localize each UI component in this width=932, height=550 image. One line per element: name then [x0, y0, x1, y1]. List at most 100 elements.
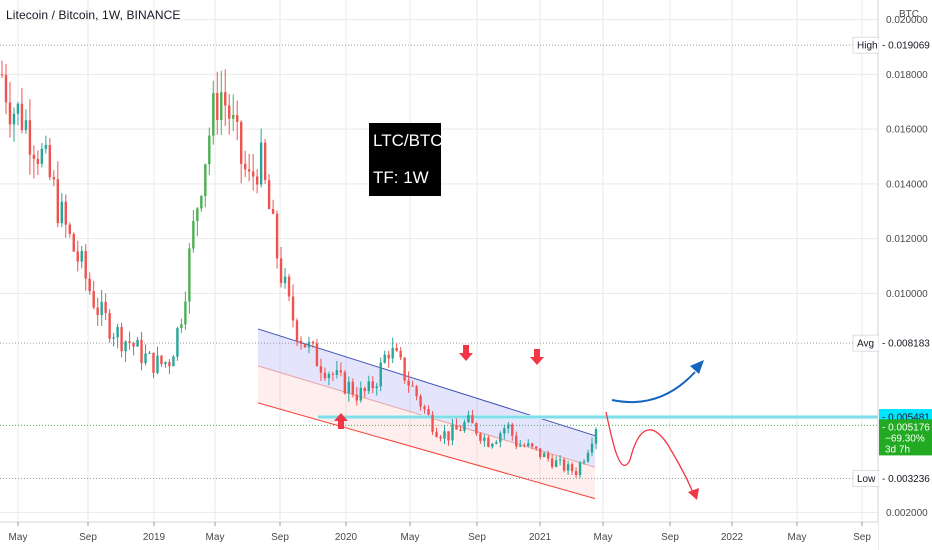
candle-body	[339, 370, 343, 373]
time-tick-label: May	[594, 532, 613, 543]
annotation-timeframe: TF: 1W	[373, 168, 429, 187]
bullish-arrowhead-icon	[690, 360, 704, 374]
price-tick-label: 0.016000	[886, 125, 928, 136]
candle-body	[112, 337, 115, 339]
candle-body	[52, 177, 56, 180]
time-tick-label: May	[9, 532, 28, 543]
candle-body	[303, 344, 307, 348]
candle-body	[196, 208, 199, 222]
candle-body	[343, 372, 347, 394]
candle-body	[523, 445, 526, 447]
symbol-title[interactable]: Litecoin / Bitcoin, 1W, BINANCE	[6, 8, 181, 22]
candle-body	[88, 278, 91, 292]
candle-body	[212, 93, 215, 136]
candle-body	[259, 142, 263, 185]
candle-body	[220, 92, 223, 120]
candle-body	[287, 276, 291, 297]
time-axis-bg	[0, 522, 878, 550]
candle-body	[542, 453, 546, 458]
candle-body	[295, 320, 299, 341]
candle-body	[582, 461, 586, 463]
time-axis: May Sep 2019 May Sep 2020 May Sep 2021 May Sep 2022…	[0, 521, 878, 550]
candle-body	[319, 366, 323, 373]
marker-label: Avg	[857, 339, 874, 350]
candle-body	[124, 341, 127, 352]
candle-body	[64, 201, 67, 225]
candle-body	[459, 429, 462, 431]
signal-arrows	[334, 345, 544, 429]
candle-body	[267, 180, 271, 209]
annotation-box[interactable]: LTC/BTC TF: 1W	[369, 123, 443, 196]
time-tick-label: Sep	[271, 532, 289, 543]
candle-body	[594, 429, 598, 444]
candle-body	[60, 201, 63, 224]
candle-body	[479, 433, 482, 441]
price-tick-label: 0.020000	[886, 15, 928, 26]
candle-body	[176, 328, 179, 357]
candle-body	[562, 459, 566, 471]
candle-body	[447, 431, 450, 441]
candle-body	[200, 196, 203, 209]
price-tick-label: 0.012000	[886, 234, 928, 245]
price-tick-label: 0.014000	[886, 179, 928, 190]
candle-body	[463, 422, 466, 431]
time-tick-label: Sep	[79, 532, 97, 543]
candle-body	[283, 276, 287, 284]
bullish-projection-curve	[611, 371, 696, 404]
channel-upper-fill	[258, 328, 595, 468]
candle-body	[168, 362, 171, 367]
candle-body	[570, 464, 574, 472]
candle-body	[323, 372, 327, 379]
candle-body	[566, 464, 570, 471]
candle-body	[363, 387, 366, 392]
candle-body	[375, 386, 378, 389]
annotation-pair: LTC/BTC	[373, 131, 443, 150]
candle-body	[367, 381, 370, 392]
candle-body	[471, 415, 474, 424]
candle-body	[371, 381, 374, 389]
candle-body	[232, 115, 235, 119]
candle-body	[531, 443, 534, 447]
candlestick-series	[0, 60, 598, 478]
candle-body	[535, 446, 538, 449]
candle-body	[56, 179, 60, 224]
candle-body	[92, 291, 95, 308]
candle-body	[443, 431, 446, 439]
candle-body	[239, 121, 243, 164]
candle-body	[28, 120, 32, 155]
candle-body	[554, 460, 558, 467]
time-tick-label: Sep	[468, 532, 486, 543]
reference-lines	[0, 44, 878, 479]
candle-body	[68, 224, 71, 234]
candle-body	[431, 414, 434, 432]
marker-value: - 0.005481	[882, 413, 930, 424]
candle-body	[80, 251, 83, 262]
candle-body	[96, 307, 99, 316]
candle-body	[391, 347, 394, 359]
channel-bottom-line	[257, 402, 596, 500]
candle-body	[40, 148, 44, 164]
candle-body	[550, 458, 554, 467]
candle-body	[491, 443, 494, 447]
bearish-arrowhead-icon	[688, 488, 699, 500]
candle-body	[311, 341, 315, 344]
candle-body	[108, 313, 111, 339]
candle-body	[315, 343, 319, 367]
candle-body	[255, 176, 259, 185]
candle-body	[208, 135, 211, 165]
candle-body	[419, 396, 422, 407]
bearish-projection-curve	[605, 411, 695, 496]
marker-value-box	[879, 37, 932, 54]
time-tick-label: 2021	[529, 532, 552, 543]
channel-lower-fill	[258, 365, 595, 499]
candle-body	[451, 424, 454, 441]
candle-body	[299, 340, 303, 345]
candle-body	[12, 113, 16, 125]
time-tick-label: Sep	[661, 532, 679, 543]
down-arrow-icon	[530, 349, 544, 365]
candle-body	[48, 145, 52, 178]
price-axis: 0.020000 0.018000 0.016000 0.014000 0.012000…	[852, 0, 932, 550]
candle-body	[355, 394, 359, 401]
candle-body	[251, 171, 255, 177]
